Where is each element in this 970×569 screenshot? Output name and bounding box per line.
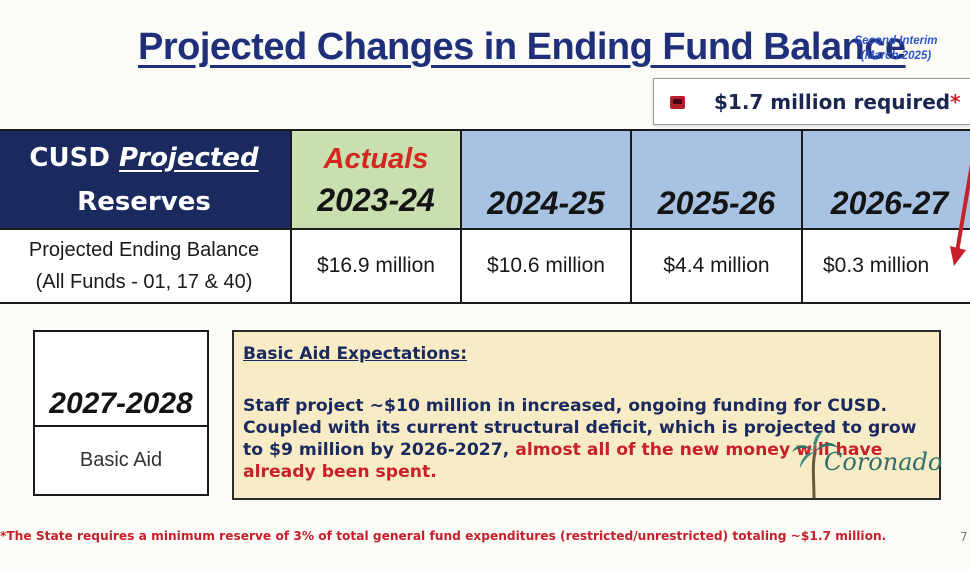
year-header: 2026-27 [801, 129, 970, 230]
table-header-row: CUSD Projected Reserves Actuals 2023-24 … [0, 129, 970, 230]
year-label: 2025-26 [657, 185, 776, 221]
future-year-box: 2027-2028 Basic Aid [33, 330, 209, 496]
header-label-line-2: Reserves [77, 186, 211, 217]
basic-aid-body: Staff project ~$10 million in increased,… [243, 395, 933, 483]
header-label-cell: CUSD Projected Reserves [0, 129, 292, 230]
header-prefix: CUSD [29, 142, 119, 173]
future-year-status: Basic Aid [79, 449, 163, 471]
required-amount: $1.7 million required [714, 90, 951, 114]
flag-icon [670, 96, 685, 109]
future-year: 2027-2028 [49, 387, 193, 420]
balance-value: $0.3 million [801, 228, 970, 304]
coronado-logo: Coronado [790, 430, 943, 500]
footnote-marker: * [950, 90, 961, 114]
row-label-cell: Projected Ending Balance (All Funds - 01… [0, 228, 292, 304]
balance-value: $16.9 million [290, 228, 462, 304]
table-row: Projected Ending Balance (All Funds - 01… [0, 228, 970, 304]
palm-tree-icon [792, 431, 838, 499]
required-reserve-text: $1.7 million required* [714, 90, 961, 114]
year-label: 2023-24 [317, 181, 435, 218]
row-label-line-1: Projected Ending Balance [28, 239, 260, 261]
footnote: *The State requires a minimum reserve of… [0, 529, 887, 543]
required-reserve-callout: $1.7 million required* [653, 78, 970, 125]
header-emphasis: Projected [118, 142, 259, 173]
interim-line-1: Second Interim [854, 35, 938, 47]
down-arrow-icon [950, 163, 970, 266]
page-number: 7 [960, 530, 968, 544]
year-header-actual: Actuals 2023-24 [290, 129, 462, 230]
year-label: 2026-27 [830, 185, 949, 221]
header-label-line-1: CUSD Projected [0, 136, 290, 180]
year-header: 2025-26 [630, 129, 803, 230]
row-label-line-2: (All Funds - 01, 17 & 40) [35, 271, 253, 293]
interim-line-2: (March 2025) [860, 50, 932, 62]
balance-value: $4.4 million [630, 228, 803, 304]
year-label: 2024-25 [487, 185, 605, 221]
future-year-top: 2027-2028 [35, 332, 207, 427]
interim-label: Second Interim (March 2025) [834, 34, 958, 64]
future-year-bottom: Basic Aid [35, 427, 207, 494]
basic-aid-note: Basic Aid Expectations: Staff project ~$… [232, 330, 943, 500]
basic-aid-heading: Basic Aid Expectations: [243, 344, 468, 364]
basic-aid-text: Staff project ~$10 million in increased,… [243, 396, 917, 460]
reserves-table: CUSD Projected Reserves Actuals 2023-24 … [0, 129, 970, 304]
page-title: Projected Changes in Ending Fund Balance [138, 26, 906, 68]
logo-text: Coronado [824, 448, 943, 476]
actuals-label: Actuals [323, 142, 429, 175]
balance-value: $10.6 million [460, 228, 632, 304]
year-header: 2024-25 [460, 129, 632, 230]
basic-aid-highlight: almost all of the new money will have al… [243, 440, 883, 482]
